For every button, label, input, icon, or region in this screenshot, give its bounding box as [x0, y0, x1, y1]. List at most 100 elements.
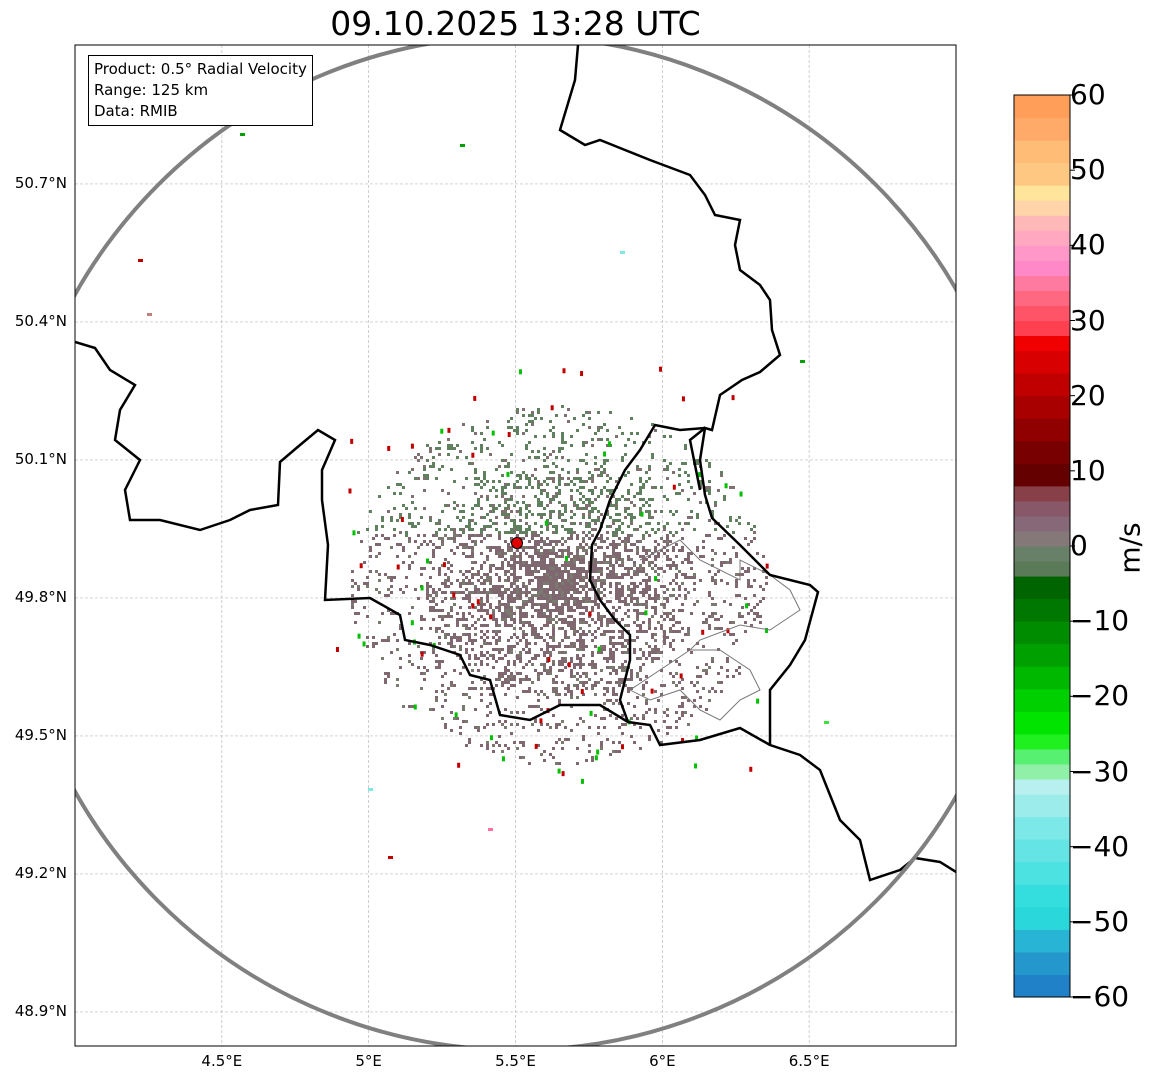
echo-pixel: [438, 660, 441, 663]
echo-pixel: [390, 585, 393, 588]
echo-pixel: [501, 657, 504, 660]
echo-pixel: [636, 540, 639, 543]
radar-site-marker[interactable]: [511, 537, 523, 549]
echo-pixel: [492, 585, 495, 588]
echo-pixel: [432, 555, 435, 558]
echo-pixel: [672, 639, 675, 642]
echo-pixel: [708, 462, 711, 465]
echo-pixel: [387, 636, 390, 639]
echo-pixel: [552, 690, 555, 693]
echo-pixel: [473, 395, 477, 401]
echo-pixel: [603, 645, 606, 648]
echo-pixel: [591, 666, 594, 669]
echo-pixel: [612, 546, 615, 549]
echo-pixel: [600, 597, 603, 600]
echo-pixel: [519, 588, 522, 591]
colorbar-segment: [1014, 335, 1070, 352]
echo-pixel: [621, 522, 624, 525]
echo-pixel: [618, 555, 621, 558]
echo-pixel: [468, 594, 471, 597]
echo-pixel: [585, 543, 588, 546]
echo-pixel: [501, 564, 504, 567]
echo-pixel: [606, 567, 609, 570]
echo-pixel: [471, 555, 474, 558]
echo-pixel: [607, 441, 611, 447]
echo-pixel: [594, 585, 597, 588]
echo-pixel: [480, 600, 483, 603]
echo-pixel: [465, 477, 468, 480]
echo-pixel: [552, 525, 555, 528]
echo-pixel: [642, 555, 645, 558]
echo-pixel: [525, 591, 528, 594]
echo-pixel: [579, 486, 582, 489]
echo-pixel: [528, 651, 531, 654]
echo-pixel: [618, 597, 621, 600]
echo-pixel: [630, 669, 633, 672]
echo-pixel: [471, 513, 474, 516]
echo-pixel: [501, 681, 504, 684]
echo-pixel: [435, 699, 438, 702]
echo-pixel: [612, 636, 615, 639]
echo-pixel: [558, 480, 561, 483]
echo-pixel: [546, 669, 549, 672]
echo-pixel: [645, 702, 648, 705]
echo-pixel: [573, 591, 576, 594]
echo-pixel: [558, 540, 561, 543]
echo-pixel: [507, 426, 510, 429]
echo-pixel: [552, 582, 555, 585]
colorbar-segment: [1014, 463, 1070, 487]
echo-pixel: [609, 630, 612, 633]
echo-pixel: [447, 642, 450, 645]
echo-pixel: [477, 534, 480, 537]
echo-pixel: [687, 627, 690, 630]
echo-pixel: [549, 621, 552, 624]
echo-pixel: [648, 522, 651, 525]
echo-pixel: [624, 645, 627, 648]
echo-pixel: [675, 510, 678, 513]
echo-pixel: [627, 567, 630, 570]
echo-pixel: [543, 513, 546, 516]
echo-pixel: [663, 711, 666, 714]
echo-pixel: [606, 561, 609, 564]
echo-pixel: [720, 564, 723, 567]
echo-pixel: [564, 567, 567, 570]
echo-pixel: [567, 609, 570, 612]
echo-pixel: [573, 561, 576, 564]
echo-pixel: [633, 741, 636, 744]
echo-pixel: [645, 600, 648, 603]
echo-pixel: [747, 585, 750, 588]
echo-pixel: [531, 450, 534, 453]
echo-pixel: [555, 486, 558, 489]
echo-pixel: [471, 576, 474, 579]
echo-pixel: [534, 468, 537, 471]
echo-pixel: [738, 594, 741, 597]
echo-pixel: [564, 414, 567, 417]
echo-pixel: [387, 445, 391, 451]
echo-pixel: [525, 552, 528, 555]
echo-pixel: [528, 525, 531, 528]
echo-pixel: [474, 468, 477, 471]
echo-pixel: [335, 647, 339, 653]
echo-pixel: [759, 621, 762, 624]
echo-pixel: [414, 552, 417, 555]
echo-pixel: [549, 540, 552, 543]
echo-pixel: [516, 585, 519, 588]
echo-pixel: [627, 507, 630, 510]
colorbar-segment: [1014, 733, 1070, 750]
echo-pixel: [468, 582, 471, 585]
echo-pixel: [531, 681, 534, 684]
echo-pixel: [447, 579, 450, 582]
echo-pixel: [459, 618, 462, 621]
echo-pixel: [735, 519, 738, 522]
echo-pixel: [651, 651, 654, 654]
echo-pixel: [528, 642, 531, 645]
echo-pixel: [669, 645, 672, 648]
echo-pixel: [501, 615, 504, 618]
echo-pixel: [525, 477, 528, 480]
echo-pixel: [543, 576, 546, 579]
echo-pixel: [633, 639, 636, 642]
echo-pixel: [726, 582, 729, 585]
echo-pixel: [555, 723, 558, 726]
echo-pixel: [753, 579, 756, 582]
echo-pixel: [441, 600, 444, 603]
